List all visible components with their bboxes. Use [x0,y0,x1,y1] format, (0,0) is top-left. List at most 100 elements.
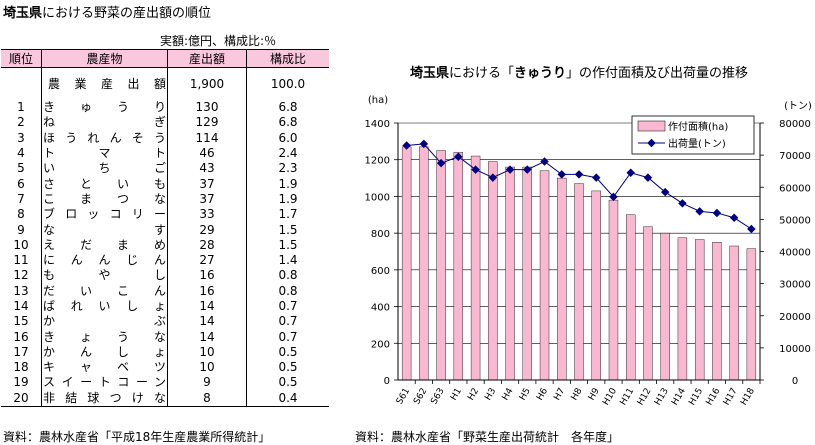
bar-area [608,199,619,381]
x-tick-label: H14 [670,386,688,407]
ranking-table: 順位 農産物 産出額 構成比 農業産出額 1,900 100.0 1 きゅうり 13… [1,49,329,407]
chart-title-prefecture: 埼玉県 [410,65,449,81]
crop-cell: えだまめ [41,237,168,253]
rank-cell: 4 [17,146,25,161]
left-title-rest: における野菜の産出額の順位 [42,6,212,21]
amount-cell: 10 [167,360,247,376]
table-row: 9 なす 29 1.5 [1,222,329,238]
table-header-row: 順位 農産物 産出額 構成比 [1,49,329,68]
total-ratio: 100.0 [246,67,329,100]
table-row: 8 ブロッコリー 33 1.7 [1,207,329,223]
left-tick-label: 1000 [365,192,390,203]
x-tick-label: S61 [395,387,412,407]
crop-cell: いちご [41,161,168,177]
bar-series-area [401,146,757,381]
amount-cell: 33 [167,207,247,223]
shipment-point [488,173,498,182]
bar-area [677,237,688,381]
table-row: 15 かぶ 14 0.7 [1,314,329,330]
rank-cell: 12 [13,268,29,283]
ratio-cell: 1.5 [246,222,329,238]
bar-area [712,242,722,381]
table-row: 14 ばれいしょ 14 0.7 [1,298,329,315]
ratio-cell: 0.4 [246,390,329,407]
rank-cell: 19 [13,375,29,390]
bar-area [643,226,653,381]
right-tick-label: 50000 [779,215,811,226]
ratio-cell: 0.8 [246,268,329,284]
crop-cell: だいこん [41,283,168,299]
shipment-point [747,224,756,234]
rank-cell: 2 [17,115,25,130]
bar-area [746,248,757,381]
left-tick-label: 1400 [365,119,390,130]
crop-cell: キャベツ [41,360,168,376]
right-source: 資料：農林水産省「野菜生産出荷統計 各年度」 [355,430,620,444]
rank-cell: 17 [13,344,29,359]
right-tick-label: 70000 [779,151,811,162]
amount-cell: 114 [167,130,247,146]
rank-cell: 16 [13,329,29,344]
table-row: 7 こまつな 37 1.9 [1,191,329,208]
x-tick-label: S63 [429,387,446,407]
amount-cell: 46 [167,145,247,162]
table-row: 11 にんんじん 27 1.4 [1,252,329,269]
x-tick-label: H10 [601,386,619,407]
crop-cell: さといも [41,176,168,192]
shipment-point [712,208,722,218]
rank-cell: 7 [17,191,25,206]
legend-bar-label: 作付面積(ha) [668,120,728,133]
chart-legend: 作付面積(ha) 出荷量(トン) [631,115,755,155]
tick-labels: 0 200 400 600 800 1000 1200 1400 0 10000 20000 3000… [365,119,811,407]
legend-bar-swatch [637,120,666,132]
total-amount: 1,900 [167,67,247,100]
left-tick-label: 1200 [365,156,390,167]
chart-title-end: 」の作付面積及び出荷量の推移 [566,66,748,81]
amount-cell: 43 [167,161,247,177]
crop-cell: ほうれんそう [41,130,168,146]
right-tick-label: 10000 [779,344,811,355]
x-tick-label: H11 [619,387,637,408]
table-row: 6 さといも 37 1.9 [1,176,329,192]
bar-area [539,170,550,381]
table-row: 20 非結球つけな 8 0.4 [1,390,329,407]
ratio-cell: 1.9 [246,176,329,192]
bar-area [401,146,412,381]
ratio-cell: 1.5 [246,237,329,253]
amount-cell: 9 [167,375,247,391]
shipment-point [419,139,429,149]
legend-line-label: 出荷量(トン) [668,137,726,150]
crop-cell: トマト [41,145,168,162]
bar-area [488,161,498,381]
right-axis-unit: (トン) [784,101,812,112]
table-row: 12 もやし 16 0.8 [1,268,329,284]
shipment-point [471,165,480,174]
amount-cell: 16 [167,268,247,284]
rank-cell: 3 [17,130,25,145]
shipment-point [729,213,739,223]
right-tick-label: 80000 [779,119,811,130]
amount-cell: 14 [167,314,247,330]
bar-area [419,146,429,381]
header-rank: 順位 [1,49,42,68]
bar-area [436,150,446,381]
left-source: 資料：農林水産省「平成18年生産農業所得統計」 [3,430,271,444]
cucumber-chart: 埼玉県における「きゅうり」の作付面積及び出荷量の推移 (ha) (トン) 0 20… [365,65,812,407]
rank-cell: 6 [17,176,25,191]
ratio-cell: 0.5 [246,344,329,361]
amount-cell: 16 [167,283,247,299]
right-tick-label: 40000 [779,248,811,259]
table-row: 3 ほうれんそう 114 6.0 [1,130,329,146]
left-tick-label: 0 [384,376,390,387]
ratio-cell: 0.8 [246,283,329,299]
table-row: 4 トマト 46 2.4 [1,145,329,162]
bar-area [694,239,705,381]
x-tick-label: H2 [466,387,481,403]
left-tick-label: 200 [371,339,390,350]
x-tick-label: H9 [587,386,602,402]
x-tick-label: H1 [449,387,464,403]
bar-area [522,166,532,381]
amount-cell: 27 [167,252,247,269]
shipment-point [557,170,567,179]
rank-cell: 13 [13,283,29,298]
